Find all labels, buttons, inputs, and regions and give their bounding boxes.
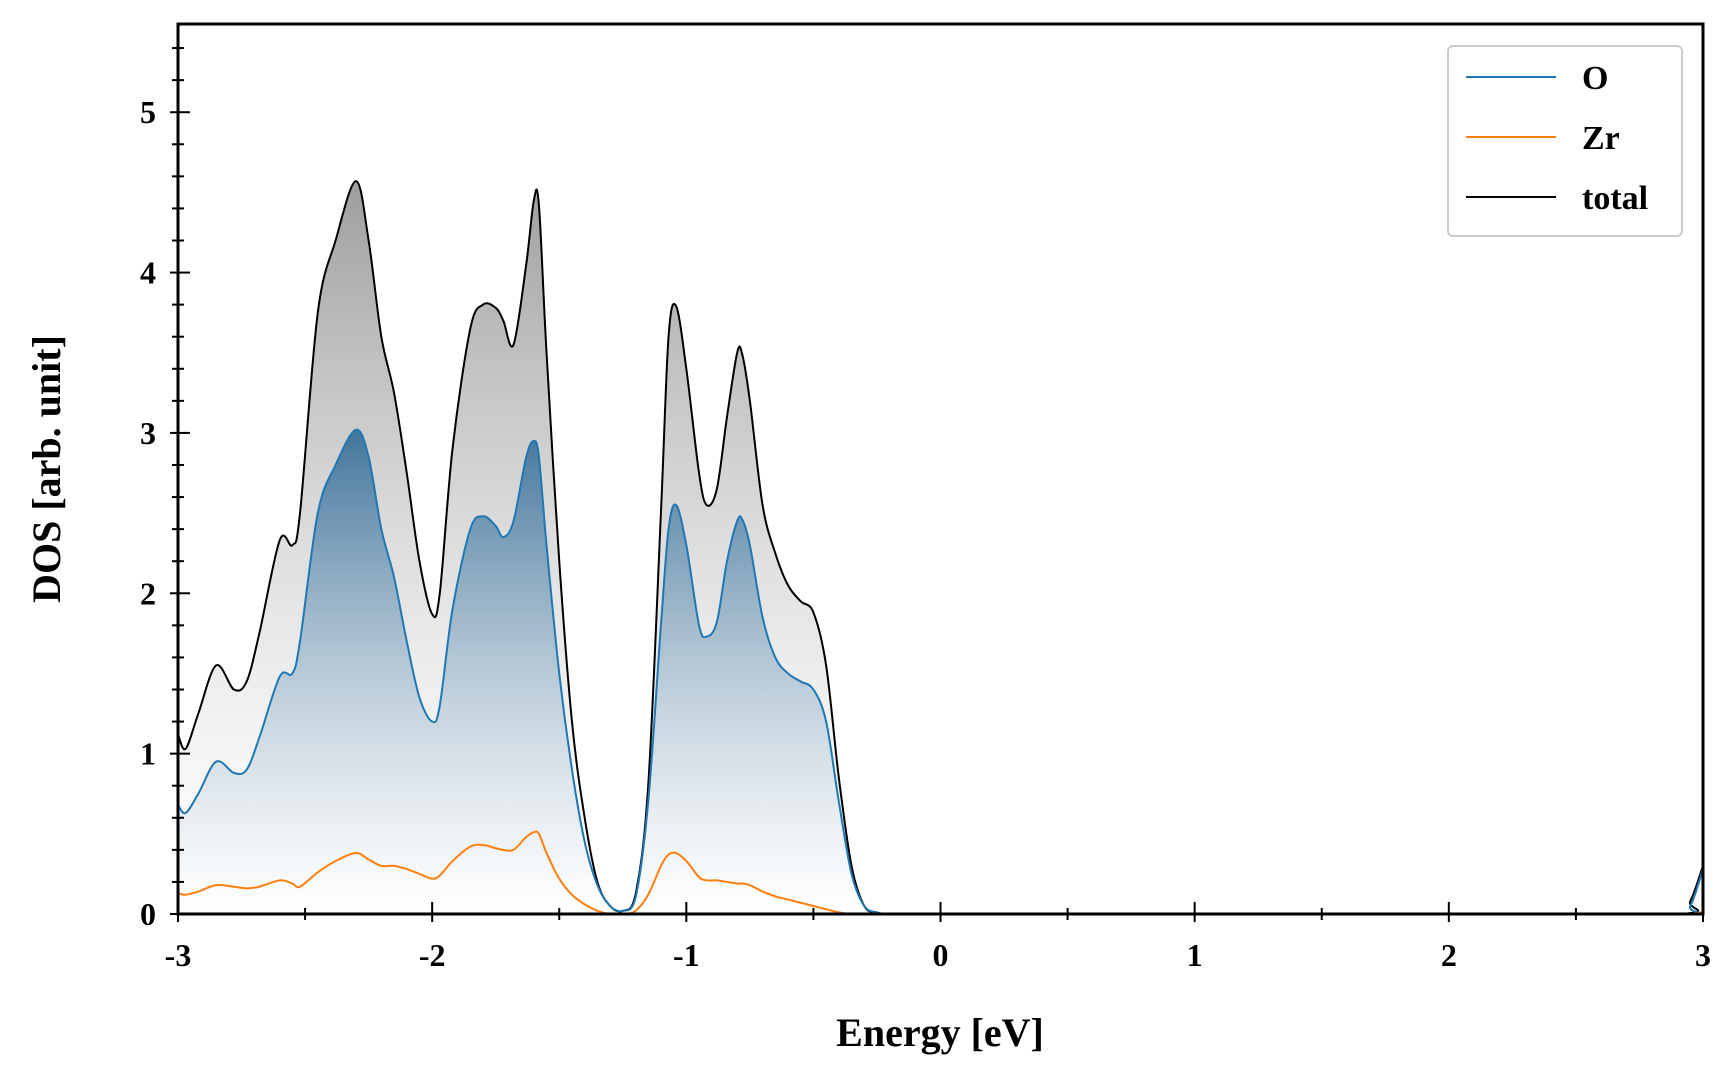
axis-tick-labels: -3 -2 -1 0 1 2 3 0 1 2 3 4 5: [140, 94, 1711, 973]
legend-label-total: total: [1582, 180, 1648, 217]
x-tick-label: -3: [165, 937, 192, 973]
y-tick-label: 3: [140, 415, 156, 451]
legend-label-zr: Zr: [1582, 120, 1620, 157]
legend: O Zr total: [1447, 45, 1683, 237]
total-series-line: [178, 180, 1703, 914]
y-tick-label: 4: [140, 255, 156, 291]
x-tick-label: -2: [419, 937, 446, 973]
y-tick-label: 1: [140, 736, 156, 772]
axis-ticks: [170, 47, 1704, 922]
x-tick-label: 2: [1441, 937, 1457, 973]
x-tick-label: 0: [933, 937, 949, 973]
y-tick-label: 2: [140, 575, 156, 611]
legend-box: [1447, 45, 1683, 237]
y-tick-label: 0: [140, 896, 156, 932]
y-axis-label: DOS [arb. unit]: [24, 335, 69, 603]
o-series-line: [178, 428, 1703, 914]
x-axis-label: Energy [eV]: [836, 1010, 1044, 1055]
fill-layer: [178, 181, 1703, 914]
y-tick-label: 5: [140, 94, 156, 130]
x-tick-label: -1: [673, 937, 700, 973]
legend-label-o: O: [1582, 60, 1608, 97]
x-tick-label: 1: [1187, 937, 1203, 973]
o-area-fill: [178, 429, 1703, 914]
x-tick-label: 3: [1695, 937, 1711, 973]
